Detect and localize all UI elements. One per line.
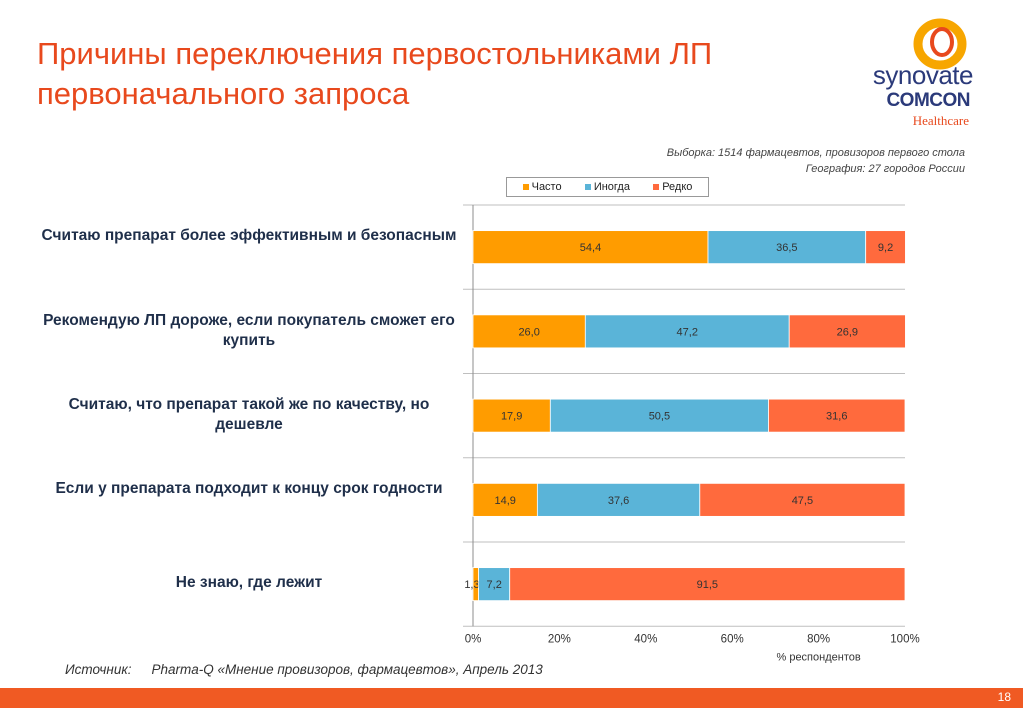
legend-item-rarely: Редко — [653, 181, 692, 193]
data-label: 9,2 — [878, 242, 893, 254]
bar-segment-rarely — [768, 398, 906, 433]
logo-division-text: Healthcare — [912, 113, 969, 128]
bar-segment-rarely — [865, 230, 906, 265]
data-label: 7,2 — [487, 579, 502, 591]
footer-bar: 18 — [0, 688, 1023, 708]
legend-swatch-sometimes — [584, 184, 591, 190]
page-title-line-2: первоначального запроса — [37, 76, 410, 111]
x-tick-label: 80% — [807, 633, 830, 645]
legend-swatch-often — [522, 184, 529, 190]
category-label: Если у препарата подходит к концу срок г… — [55, 480, 443, 497]
data-label: 26,0 — [518, 326, 539, 338]
category-label: Считаю, что препарат такой же по качеств… — [68, 396, 430, 433]
data-label: 47,2 — [677, 326, 698, 338]
source-label: Источник: — [65, 662, 132, 677]
legend-item-sometimes: Иногда — [584, 181, 630, 193]
legend-swatch-rarely — [653, 184, 660, 190]
data-label: 17,9 — [501, 411, 522, 423]
bar-segment-sometimes — [584, 314, 790, 349]
geography-note: География: 27 городов России — [805, 163, 965, 175]
bar-segment-often — [472, 398, 551, 433]
data-label: 26,9 — [837, 326, 858, 338]
data-label: 36,5 — [776, 242, 797, 254]
data-label: 91,5 — [697, 579, 718, 591]
page-title: Причины переключения первостольниками ЛП… — [37, 34, 837, 114]
bar-segment-rarely — [788, 314, 906, 349]
source-text: Pharma-Q «Мнение провизоров, фармацевтов… — [151, 662, 543, 677]
legend-label-rarely: Редко — [662, 181, 693, 193]
data-label: 1,3 — [464, 579, 479, 591]
x-tick-label: 60% — [721, 633, 744, 645]
bar-segment-often — [472, 230, 709, 265]
x-tick-label: 0% — [465, 633, 482, 645]
data-label: 31,6 — [826, 411, 847, 423]
chart-legend: Часто Иногда Редко — [506, 177, 709, 197]
category-label: Не знаю, где лежит — [175, 574, 323, 591]
data-label: 14,9 — [494, 495, 515, 507]
category-label: Считаю препарат более эффективным и безо… — [41, 227, 457, 244]
x-tick-label: 40% — [634, 633, 657, 645]
legend-label-often: Часто — [531, 181, 562, 193]
ring-logo-icon — [913, 18, 967, 70]
synovate-comcon-logo: synovate COMCON Healthcare — [828, 18, 978, 133]
x-tick-label: 100% — [890, 633, 919, 645]
data-label: 37,6 — [608, 495, 629, 507]
sample-note: Выборка: 1514 фармацевтов, провизоров пе… — [666, 147, 965, 159]
bar-segment-sometimes — [707, 230, 867, 265]
category-label: Рекомендую ЛП дороже, если покупатель см… — [43, 312, 455, 349]
bar-segment-sometimes — [549, 398, 769, 433]
data-label: 50,5 — [649, 411, 670, 423]
bar-segment-rarely — [509, 567, 906, 602]
page-title-line-1: Причины переключения первостольниками ЛП — [37, 36, 713, 71]
x-axis-label: % респондентов — [776, 651, 860, 663]
bar-segment-often — [472, 314, 586, 349]
bar-segment-sometimes — [478, 567, 511, 602]
data-label: 54,4 — [580, 242, 601, 254]
legend-item-often: Часто — [522, 181, 562, 193]
stacked-bar-chart: 54,4 36,5 9,2 26,0 47,2 26,9 17,9 50,5 31,6 14,9 3… — [463, 204, 920, 663]
data-label: 47,5 — [792, 495, 813, 507]
page-number: 18 — [997, 690, 1011, 704]
x-tick-label: 20% — [548, 633, 571, 645]
source-note: Источник: Pharma-Q «Мнение провизоров, фа… — [65, 662, 543, 677]
bar-segment-often — [472, 482, 538, 517]
bar-segment-rarely — [699, 482, 906, 517]
legend-label-sometimes: Иногда — [593, 181, 630, 193]
logo-company-text: COMCON — [886, 90, 970, 111]
logo-brand-text: synovate — [872, 60, 974, 90]
bar-segment-sometimes — [536, 482, 701, 517]
